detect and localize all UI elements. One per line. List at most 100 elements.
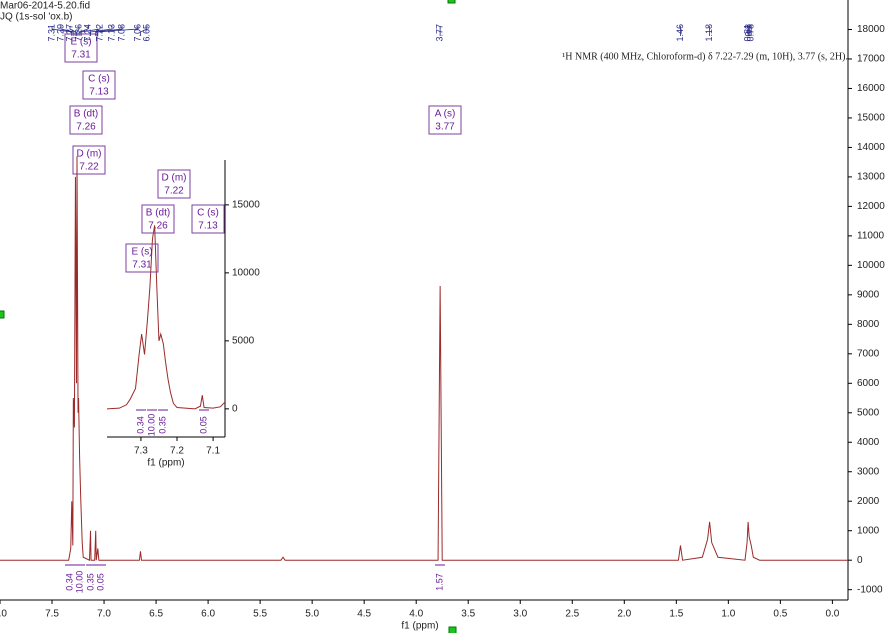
x-tick-label: 1.5 (669, 609, 683, 620)
x-tick-label: 1.0 (721, 609, 735, 620)
peak-label-box (141, 204, 175, 234)
peak-pick-line (76, 26, 80, 36)
peak-pick-line (90, 26, 113, 36)
peak-pick-line (140, 26, 148, 36)
peak-label-shift: 7.13 (89, 87, 109, 98)
peak-pick: 7.08 (116, 24, 126, 42)
peak-pick: 7.22 (94, 24, 104, 42)
x-axis-label: f1 (ppm) (401, 621, 438, 632)
x-tick-label: 0.5 (773, 609, 787, 620)
y-tick-label: 15000 (232, 200, 260, 211)
y-tick-label: 17000 (857, 54, 885, 65)
y-tick-label: 6000 (857, 378, 880, 389)
y-tick-label: 15000 (857, 113, 885, 124)
integral-label: 10.00 (146, 414, 156, 437)
x-tick-label: 6.5 (149, 609, 163, 620)
marker (448, 626, 457, 633)
y-tick-label: 8000 (857, 319, 880, 330)
marker (447, 0, 456, 4)
peak-pick-line (51, 26, 73, 36)
y-tick-label: 12000 (857, 201, 885, 212)
peak-label-name: B (dt) (146, 208, 170, 219)
x-tick-label: 0.0 (825, 609, 839, 620)
x-tick-label: 7.3 (134, 446, 148, 457)
y-tick-label: 10000 (232, 268, 260, 279)
peak-pick-line (95, 26, 123, 36)
peak-label-shift: 3.77 (435, 122, 455, 133)
peak-pick-line (69, 26, 77, 36)
sample-name: JQ (1s-sol 'ox.b) (0, 12, 72, 23)
peak-pick: 7.29 (55, 24, 65, 42)
peak-label-box (157, 169, 191, 199)
y-tick-label: 9000 (857, 289, 880, 300)
x-tick-label: 5.5 (253, 609, 267, 620)
integral-label: 0.34 (135, 416, 145, 434)
y-tick-label: 5000 (232, 335, 255, 346)
peak-label-name: E (s) (131, 247, 152, 258)
x-tick-label: 7.5 (45, 609, 59, 620)
peak-label-box (428, 105, 462, 135)
integral-label: 10.00 (74, 571, 84, 594)
peak-pick: 1.46 (675, 24, 685, 42)
peak-pick-line (97, 26, 139, 36)
y-tick-label: 13000 (857, 172, 885, 183)
peak-label-name: D (m) (77, 149, 102, 160)
y-tick-label: 0 (232, 403, 238, 414)
marker (0, 310, 5, 319)
annotation: ¹H NMR (400 MHz, Chloroform-d) δ 7.22-7.… (562, 51, 848, 62)
integral-label: 0.34 (64, 573, 74, 591)
peak-pick: 7.31 (46, 24, 56, 42)
peak-label-shift: 7.13 (198, 221, 218, 232)
x-tick-label: 4.5 (357, 609, 371, 620)
y-tick-label: 1000 (857, 525, 880, 536)
y-tick-label: 3000 (857, 466, 880, 477)
file-name: Mar06-2014-5.20.fid (0, 1, 90, 12)
peak-label-box (82, 70, 116, 100)
peak-label-name: E (s) (70, 37, 91, 48)
y-tick-label: 16000 (857, 83, 885, 94)
peak-label-box (72, 145, 106, 175)
peak-label-shift: 7.31 (132, 260, 152, 271)
peak-pick: 3.77 (435, 24, 445, 42)
spectrum-line (0, 156, 848, 561)
peak-label-shift: 7.26 (76, 122, 96, 133)
peak-pick: 7.26 (73, 24, 83, 42)
x-tick-label: 5.0 (305, 609, 319, 620)
peak-label-name: D (m) (162, 173, 187, 184)
x-tick-label: 3.5 (461, 609, 475, 620)
peak-pick-line (78, 26, 89, 36)
x-tick-label: 7.1 (206, 446, 220, 457)
y-tick-label: 10000 (857, 260, 885, 271)
peak-pick: 0.8 (744, 24, 754, 37)
y-tick-label: 0 (857, 555, 863, 566)
spectrum-line (106, 225, 226, 410)
x-tick-label: 2.0 (617, 609, 631, 620)
x-tick-label: 3.0 (513, 609, 527, 620)
y-tick-label: 11000 (857, 231, 885, 242)
integral-label: 0.35 (157, 416, 167, 434)
integral-label: 0.35 (85, 573, 95, 591)
integral-label: 0.05 (198, 416, 208, 434)
x-tick-label: 2.5 (565, 609, 579, 620)
peak-label-box (191, 204, 225, 234)
peak-label-name: A (s) (435, 109, 456, 120)
y-tick-label: -1000 (857, 584, 883, 595)
peak-label-box (69, 105, 103, 135)
peak-label-name: C (s) (197, 208, 219, 219)
peak-label-name: B (dt) (74, 109, 98, 120)
peak-pick: 7.06 (132, 24, 142, 42)
peak-label-shift: 7.22 (164, 186, 184, 197)
x-tick-label: 8.0 (0, 609, 7, 620)
y-tick-label: 14000 (857, 142, 885, 153)
y-tick-label: 5000 (857, 407, 880, 418)
peak-pick: 1.18 (704, 24, 714, 42)
peak-pick: 7.24 (82, 24, 92, 42)
y-tick-label: 4000 (857, 437, 880, 448)
x-axis-label: f1 (ppm) (147, 458, 184, 469)
integral-label: 1.57 (434, 573, 444, 591)
peak-label-shift: 7.22 (79, 162, 99, 173)
peak-pick: 6.65 (141, 24, 151, 42)
peak-label-name: C (s) (88, 74, 110, 85)
peak-pick: 0.81 (742, 24, 752, 42)
integral-label: 0.05 (95, 573, 105, 591)
